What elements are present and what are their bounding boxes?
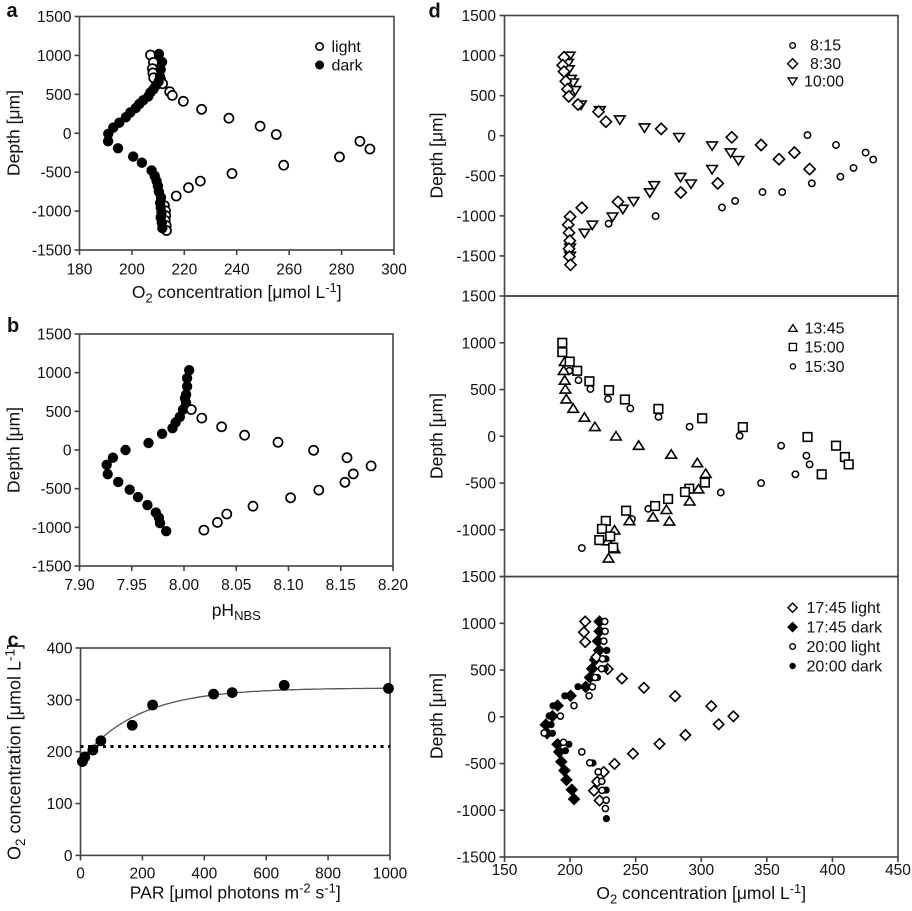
svg-text:180: 180	[67, 262, 93, 279]
svg-text:200: 200	[557, 862, 583, 879]
svg-text:0: 0	[76, 865, 85, 882]
svg-text:1000: 1000	[37, 365, 72, 382]
svg-text:1000: 1000	[37, 48, 72, 65]
svg-text:Depth [μm]: Depth [μm]	[427, 393, 447, 479]
svg-text:500: 500	[46, 87, 72, 104]
svg-text:-1000: -1000	[456, 208, 496, 225]
svg-text:1500: 1500	[37, 327, 72, 344]
svg-text:-1500: -1500	[456, 850, 496, 867]
svg-text:300: 300	[688, 862, 714, 879]
svg-text:8.00: 8.00	[169, 577, 200, 594]
svg-text:20:00 dark: 20:00 dark	[807, 659, 884, 676]
svg-text:600: 600	[253, 865, 279, 882]
svg-text:Depth [μm]: Depth [μm]	[4, 407, 24, 493]
svg-text:0: 0	[487, 429, 496, 446]
svg-text:800: 800	[315, 865, 341, 882]
svg-text:b: b	[7, 315, 19, 337]
svg-text:500: 500	[46, 404, 72, 421]
svg-text:8:30: 8:30	[810, 56, 841, 73]
svg-text:Depth [μm]: Depth [μm]	[427, 673, 447, 759]
svg-text:dark: dark	[332, 58, 364, 75]
svg-text:400: 400	[819, 862, 845, 879]
svg-text:1000: 1000	[462, 335, 497, 352]
svg-text:260: 260	[276, 262, 302, 279]
svg-text:-1500: -1500	[32, 243, 72, 260]
svg-text:O2 concentration [μmol L-1]: O2 concentration [μmol L-1]	[3, 644, 29, 860]
svg-text:1500: 1500	[462, 8, 497, 25]
svg-text:-1000: -1000	[456, 803, 496, 820]
svg-text:10:00: 10:00	[804, 74, 844, 91]
svg-text:1500: 1500	[37, 9, 72, 26]
svg-text:100: 100	[47, 796, 73, 813]
svg-text:-500: -500	[40, 165, 71, 182]
svg-text:1500: 1500	[462, 569, 497, 586]
svg-text:-1000: -1000	[32, 520, 72, 537]
svg-text:0: 0	[64, 848, 73, 865]
svg-text:240: 240	[224, 262, 250, 279]
svg-text:c: c	[8, 630, 19, 652]
svg-text:300: 300	[47, 692, 73, 709]
svg-text:15:30: 15:30	[805, 359, 845, 376]
svg-text:1000: 1000	[373, 865, 408, 882]
svg-text:PAR [μmol photons m-2 s-1]: PAR [μmol photons m-2 s-1]	[130, 881, 341, 903]
svg-text:-500: -500	[465, 168, 496, 185]
svg-text:light: light	[332, 39, 362, 56]
svg-text:8.10: 8.10	[273, 577, 304, 594]
svg-text:300: 300	[381, 262, 407, 279]
svg-text:O2 concentration [μmol L-1]: O2 concentration [μmol L-1]	[596, 881, 806, 907]
svg-text:8.05: 8.05	[221, 577, 251, 594]
svg-text:500: 500	[470, 88, 496, 105]
svg-text:0: 0	[63, 126, 72, 143]
svg-text:200: 200	[129, 865, 155, 882]
svg-text:-1000: -1000	[32, 204, 72, 221]
svg-text:8.15: 8.15	[326, 577, 356, 594]
svg-text:-500: -500	[40, 481, 71, 498]
svg-text:-1500: -1500	[456, 248, 496, 265]
svg-text:450: 450	[885, 862, 911, 879]
svg-text:7.95: 7.95	[117, 577, 147, 594]
svg-text:a: a	[7, 0, 19, 22]
svg-text:280: 280	[329, 262, 355, 279]
svg-text:400: 400	[191, 865, 217, 882]
svg-text:-1500: -1500	[32, 559, 72, 576]
svg-text:-500: -500	[465, 756, 496, 773]
svg-text:500: 500	[470, 663, 496, 680]
svg-text:15:00: 15:00	[805, 340, 845, 357]
svg-text:17:45 dark: 17:45 dark	[807, 620, 884, 637]
svg-text:1000: 1000	[462, 616, 497, 633]
svg-text:350: 350	[754, 862, 780, 879]
svg-text:Depth [μm]: Depth [μm]	[427, 113, 447, 199]
svg-text:0: 0	[487, 128, 496, 145]
svg-text:1000: 1000	[462, 48, 497, 65]
svg-text:0: 0	[487, 709, 496, 726]
svg-text:Depth [μm]: Depth [μm]	[4, 90, 24, 176]
svg-text:200: 200	[47, 744, 73, 761]
svg-text:13:45: 13:45	[805, 321, 845, 338]
svg-text:220: 220	[171, 262, 197, 279]
svg-text:8:15: 8:15	[810, 38, 841, 55]
svg-text:d: d	[429, 1, 441, 23]
svg-text:150: 150	[492, 862, 518, 879]
svg-text:O2 concentration [μmol L-1]: O2 concentration [μmol L-1]	[132, 280, 342, 306]
svg-text:400: 400	[47, 641, 73, 658]
svg-text:20:00 light: 20:00 light	[807, 639, 881, 656]
svg-text:7.90: 7.90	[64, 577, 95, 594]
svg-text:250: 250	[623, 862, 649, 879]
svg-text:17:45 light: 17:45 light	[807, 600, 881, 617]
svg-text:1500: 1500	[462, 289, 497, 306]
svg-text:200: 200	[119, 262, 145, 279]
svg-text:-500: -500	[465, 476, 496, 493]
svg-text:500: 500	[470, 382, 496, 399]
svg-text:-1000: -1000	[456, 522, 496, 539]
svg-text:0: 0	[63, 443, 72, 460]
svg-text:8.20: 8.20	[378, 577, 409, 594]
